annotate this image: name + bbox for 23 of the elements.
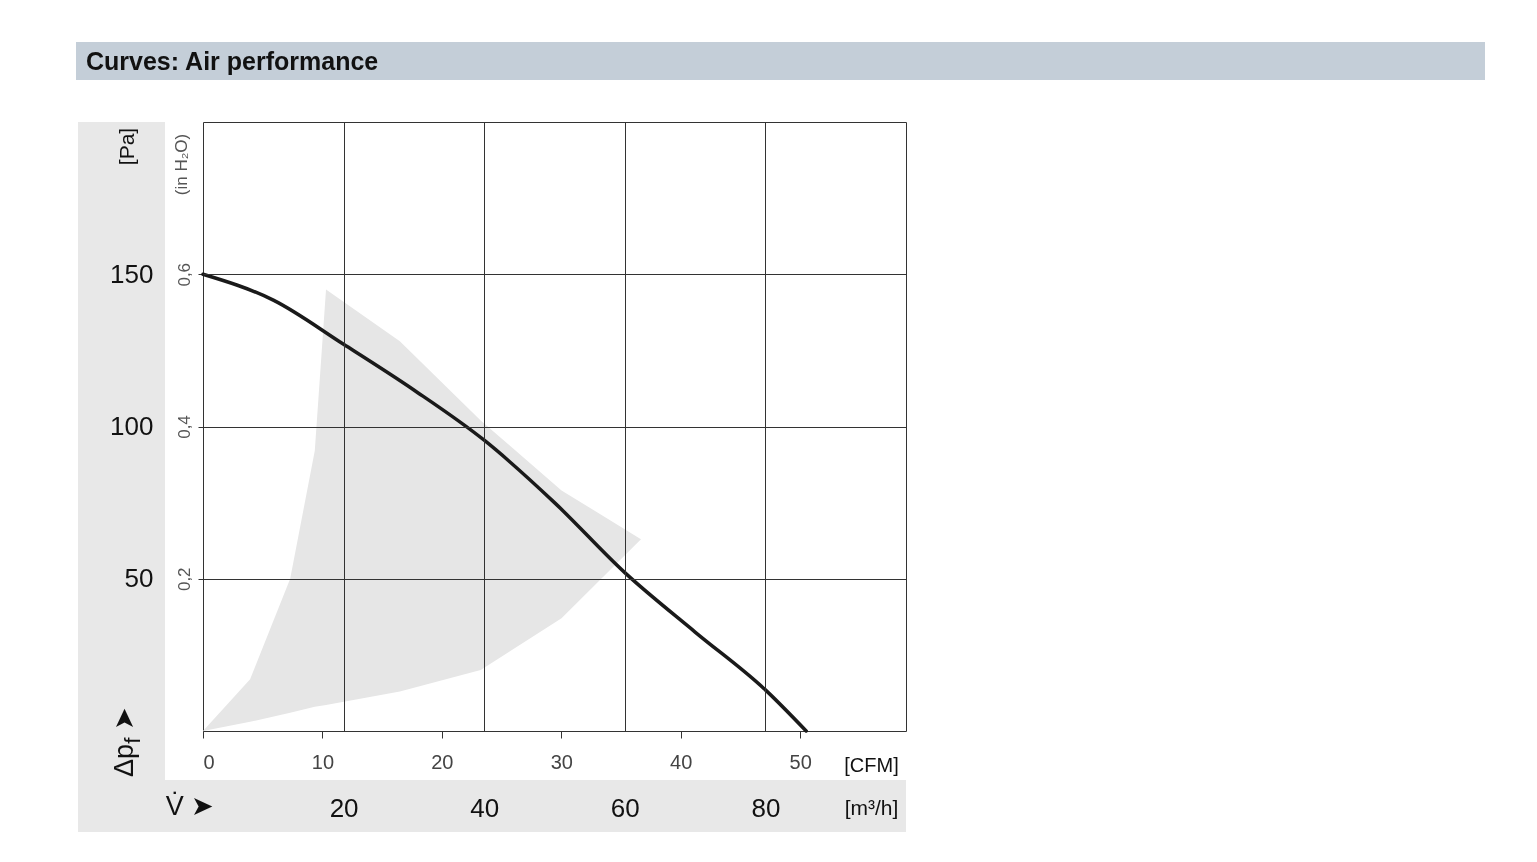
x-tick-label: 40 — [470, 792, 500, 823]
y2-tick-label: 0,6 — [174, 262, 194, 287]
x2-tick-label: 30 — [550, 750, 573, 773]
y-tick-label: 50 — [124, 563, 154, 594]
x2-tick-label: 0 — [203, 750, 215, 773]
y-tick-label: 150 — [110, 258, 154, 289]
y2-tick-label: 0,4 — [174, 415, 194, 439]
y-tick-label: 100 — [110, 411, 154, 441]
x-axis-title: [m³/h] — [844, 795, 899, 819]
x-tick-label: 20 — [329, 792, 359, 823]
chart-title: Curves: Air performance — [76, 42, 1485, 80]
x-tick-label: 60 — [610, 792, 640, 823]
x-tick-label: 80 — [751, 792, 781, 823]
y-axis-title: [Pa] — [114, 127, 138, 166]
x2-tick-label: 50 — [789, 750, 812, 773]
y2-axis-title: (in H₂O) — [171, 133, 191, 196]
y2-tick-label: 0,2 — [174, 567, 194, 592]
line-series — [201, 272, 808, 733]
text: V̇ ➤ — [165, 790, 215, 822]
x2-tick-label: 10 — [311, 750, 335, 773]
x2-tick-label: 40 — [670, 750, 693, 773]
x2-axis-title: [CFM] — [844, 753, 899, 776]
x2-tick-label: 20 — [431, 750, 454, 773]
